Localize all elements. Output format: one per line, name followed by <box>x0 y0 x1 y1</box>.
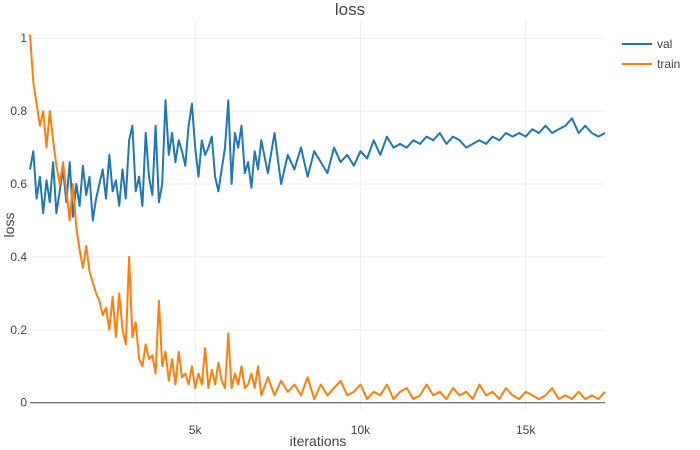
legend-item-val[interactable]: val <box>622 37 672 51</box>
series-line-train <box>29 34 606 401</box>
y-tick-label: 0.2 <box>10 323 27 337</box>
legend[interactable]: val train <box>622 37 680 71</box>
y-tick-label: 1 <box>20 31 27 45</box>
y-tick-label: 0.8 <box>10 104 27 118</box>
x-tick-label: 15k <box>516 423 536 437</box>
y-tick-label: 0 <box>20 396 27 410</box>
x-axis-title: iterations <box>290 433 347 449</box>
y-tick-label: 0.4 <box>10 250 27 264</box>
y-axis-title: loss <box>1 213 17 238</box>
chart-title: loss <box>335 0 365 19</box>
legend-item-train[interactable]: train <box>622 57 680 71</box>
x-tick-label: 5k <box>189 423 203 437</box>
legend-label: train <box>657 57 680 71</box>
series-lines <box>29 34 606 401</box>
x-tick-label: 10k <box>351 423 371 437</box>
legend-label: val <box>657 37 672 51</box>
series-line-val <box>29 99 606 222</box>
y-tick-label: 0.6 <box>10 177 27 191</box>
gridlines <box>30 20 605 410</box>
